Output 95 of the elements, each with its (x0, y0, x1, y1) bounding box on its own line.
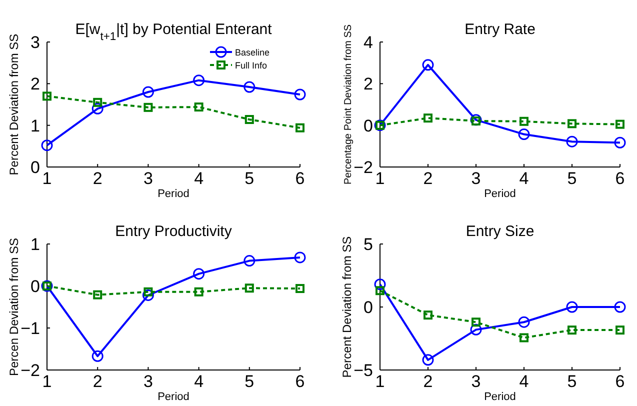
point (614, 301, 626, 313)
x-tick-label: 1 (42, 372, 52, 391)
point (93, 290, 102, 300)
x-tick-label: 6 (615, 372, 625, 391)
point (424, 114, 432, 123)
point (422, 59, 434, 71)
y-tick-label: 4 (364, 33, 373, 52)
point (470, 324, 482, 336)
point (472, 318, 480, 327)
x-tick-label: 1 (375, 372, 385, 391)
y-axis-title: Percen Deviation from SS (7, 238, 21, 376)
point (422, 354, 434, 366)
y-tick-label: 5 (364, 235, 373, 254)
x-tick-label: 6 (615, 169, 625, 188)
chart-title: Entry Productivity (115, 223, 232, 240)
x-tick-label: 3 (143, 169, 153, 188)
x-tick-label: 5 (567, 372, 577, 391)
chart-title: E[w$_{t+1}$|t] by Potential Enterant (75, 21, 273, 43)
y-axis-title: Percentage Point Deviation from SS (343, 24, 354, 185)
point (424, 310, 432, 320)
y-tick-label: 1 (30, 116, 40, 136)
legend-label: Baseline (235, 48, 270, 58)
point (244, 255, 256, 267)
y-tick-label: −2 (354, 158, 373, 177)
point (568, 119, 576, 128)
x-tick-label: 2 (92, 169, 102, 188)
point (244, 284, 254, 293)
point (520, 116, 528, 126)
y-tick-label: 3 (30, 33, 40, 52)
x-tick-label: 4 (519, 372, 529, 391)
x-axis-title: Period (158, 188, 190, 200)
y-tick-label: −2 (20, 361, 40, 380)
point (616, 326, 624, 335)
x-tick-label: 5 (567, 169, 577, 188)
x-tick-label: 4 (519, 169, 529, 188)
chart-title: Entry Size (466, 223, 534, 240)
x-tick-label: 6 (295, 169, 305, 188)
point (616, 120, 624, 129)
x-tick-label: 3 (471, 169, 481, 188)
point (142, 86, 154, 98)
x-tick-label: 3 (471, 372, 481, 391)
y-tick-label: 2 (30, 74, 40, 94)
x-axis-title: Period (484, 188, 516, 200)
legend-label: Full Info (235, 60, 268, 70)
y-tick-label: −5 (354, 361, 373, 380)
point (194, 287, 204, 296)
point (296, 123, 304, 132)
point (144, 102, 153, 112)
point (568, 326, 576, 335)
point (518, 316, 530, 328)
x-axis-title: Period (158, 391, 190, 403)
point (376, 286, 384, 296)
point (194, 102, 204, 112)
point (518, 128, 530, 140)
x-tick-label: 1 (375, 169, 385, 188)
y-tick-label: −1 (20, 319, 40, 338)
y-tick-label: 2 (364, 74, 373, 94)
point (144, 287, 153, 296)
point (374, 278, 386, 290)
x-tick-label: 2 (92, 372, 102, 391)
point (92, 350, 104, 362)
x-tick-label: 4 (194, 372, 204, 391)
point (614, 136, 626, 148)
point (566, 301, 578, 313)
point (566, 136, 578, 148)
x-tick-label: 4 (194, 169, 204, 188)
y-tick-label: 0 (364, 298, 373, 317)
point (244, 81, 256, 93)
point (142, 289, 154, 301)
y-tick-label: 1 (30, 235, 40, 254)
point (294, 252, 306, 264)
x-tick-label: 2 (423, 372, 433, 391)
point (520, 333, 528, 342)
chart-title: Entry Rate (464, 21, 536, 38)
point (296, 284, 304, 294)
point (92, 102, 104, 114)
x-tick-label: 6 (295, 372, 305, 391)
y-tick-label: 0 (30, 277, 40, 296)
x-tick-label: 3 (143, 372, 153, 391)
y-axis-title: Percent Deviation from SS (340, 236, 354, 378)
point (41, 140, 53, 152)
point (93, 98, 102, 107)
y-tick-label: 0 (364, 116, 373, 136)
x-tick-label: 5 (244, 372, 254, 391)
point (42, 92, 52, 101)
point (193, 74, 205, 86)
point (294, 88, 306, 100)
x-tick-label: 5 (244, 169, 254, 188)
point (193, 268, 205, 280)
x-tick-label: 1 (42, 169, 52, 188)
x-tick-label: 2 (423, 169, 433, 188)
x-axis-title: Period (484, 391, 516, 403)
y-tick-label: 0 (30, 158, 40, 177)
point (244, 115, 254, 124)
y-axis-title: Percent Deviation from SS (7, 34, 21, 176)
